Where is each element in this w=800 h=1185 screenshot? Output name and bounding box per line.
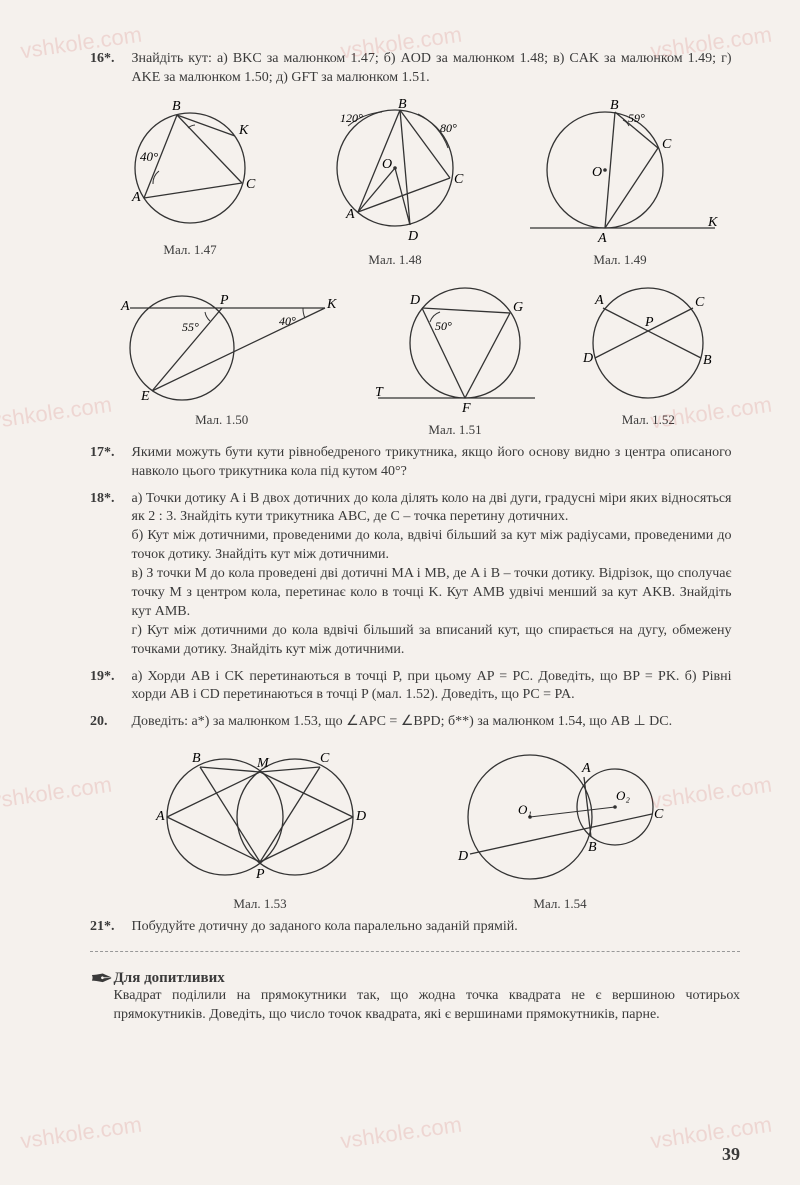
figure-152: A B C D P Мал. 1.52 [573,278,723,438]
point-label: C [695,295,705,310]
figure-caption: Мал. 1.47 [110,242,270,258]
point-label: A [594,293,604,308]
point-label: A [155,809,165,824]
point-label: E [140,389,150,404]
problem-number: 17*. [90,444,128,463]
point-label: O₁ [518,802,532,817]
point-label: B [588,840,597,855]
problem-21: 21*. Побудуйте дотичну до заданого кола … [90,918,740,937]
figure-154: A B C D O₁ O₂ Мал. 1.54 [430,742,690,912]
point-label: A [131,190,141,205]
point-label: D [409,293,420,308]
problem-18: 18*. а) Точки дотику A і B двох дотичних… [90,490,740,660]
problem-number: 20. [90,713,128,732]
angle-label: 59° [628,111,645,125]
point-label: B [398,98,407,112]
point-label: P [644,315,654,330]
point-label: D [355,809,366,824]
problem-17: 17*. Якими можуть бути кути рівнобедрено… [90,444,740,482]
curious-text: Квадрат поділили на прямокутники так, що… [113,987,740,1025]
watermark: vshkole.com [19,1112,144,1155]
problem-text: а) Хорди AB і CK перетинаються в точці P… [132,668,732,706]
point-label: B [703,353,712,368]
problem-19: 19*. а) Хорди AB і CK перетинаються в то… [90,668,740,706]
figure-caption: Мал. 1.53 [140,896,380,912]
angle-label: 40° [279,314,296,328]
point-label: O [592,165,602,180]
figures-row-3: A B C D M P Мал. 1.53 A B C D [90,742,740,912]
point-label: A [345,207,355,222]
point-label: P [219,293,229,308]
point-label: C [320,751,330,766]
point-label: G [513,300,523,315]
point-label: P [255,867,265,882]
figures-row-2: 55° 40° A P K E Мал. 1.50 50° D G F [90,278,740,438]
figure-caption: Мал. 1.52 [573,412,723,428]
figures-row-1: 40° A B C K Мал. 1.47 120° 80° [90,98,740,268]
point-label: D [457,849,468,864]
problem-text: а) Точки дотику A і B двох дотичних до к… [132,490,732,660]
problem-18b: б) Кут між дотичними, проведеними до кол… [132,528,732,562]
angle-label: 50° [435,319,452,333]
figure-caption: Мал. 1.50 [107,412,337,428]
point-label: K [326,297,337,312]
point-label: M [256,756,270,771]
problem-number: 21*. [90,918,128,937]
point-label: D [582,351,593,366]
point-label: C [662,137,672,152]
figure-151: 50° D G F T Мал. 1.51 [370,278,540,438]
problem-text: Доведіть: а*) за малюнком 1.53, що ∠APC … [132,713,732,732]
point-label: O₂ [616,788,630,803]
problem-16: 16*. Знайдіть кут: а) BKC за малюнком 1.… [90,50,740,88]
figure-147: 40° A B C K Мал. 1.47 [110,98,270,268]
point-label: C [246,177,256,192]
point-label: T [375,385,384,400]
page-number: 39 [722,1144,740,1165]
point-label: F [461,401,471,416]
angle-label: 120° [340,111,363,125]
point-label: O [382,157,392,172]
figure-150: 55° 40° A P K E Мал. 1.50 [107,278,337,438]
point-label: A [597,231,607,246]
figure-148: 120° 80° A B C D O Мал. 1.48 [310,98,480,268]
point-label: B [172,99,181,114]
point-label: K [707,215,718,230]
figure-caption: Мал. 1.49 [520,252,720,268]
problem-18d: г) Кут між дотичними до кола вдвічі біль… [132,623,732,657]
problem-18a: а) Точки дотику A і B двох дотичних до к… [132,491,732,525]
figure-caption: Мал. 1.54 [430,896,690,912]
problem-18c: в) З точки M до кола проведені дві дотич… [132,566,732,619]
point-label: K [238,123,249,138]
point-label: C [454,172,464,187]
problem-text: Знайдіть кут: а) BKC за малюнком 1.47; б… [132,50,732,88]
problem-number: 18*. [90,490,128,509]
point-label: C [654,807,664,822]
watermark: vshkole.com [339,1112,464,1155]
angle-label: 80° [440,121,457,135]
problem-number: 19*. [90,668,128,687]
point-label: B [192,751,201,766]
problem-text: Якими можуть бути кути рівнобедреного тр… [132,444,732,482]
problem-20: 20. Доведіть: а*) за малюнком 1.53, що ∠… [90,713,740,732]
angle-label: 55° [182,320,199,334]
point-label: D [407,229,418,244]
figure-caption: Мал. 1.48 [310,252,480,268]
curious-section: ✒ Для допитливих Квадрат поділили на пря… [90,962,740,1025]
owl-icon: ✒ [90,962,113,1025]
figure-149: 59° A B C O K Мал. 1.49 [520,98,720,268]
section-divider [90,951,740,952]
point-label: A [120,299,130,314]
problem-text: Побудуйте дотичну до заданого кола парал… [132,918,732,937]
problem-number: 16*. [90,50,128,69]
figure-caption: Мал. 1.51 [370,422,540,438]
angle-label: 40° [140,149,158,164]
figure-153: A B C D M P Мал. 1.53 [140,742,380,912]
curious-title: Для допитливих [113,970,740,987]
point-label: B [610,98,619,113]
point-label: A [581,761,591,776]
watermark: vshkole.com [649,1112,774,1155]
